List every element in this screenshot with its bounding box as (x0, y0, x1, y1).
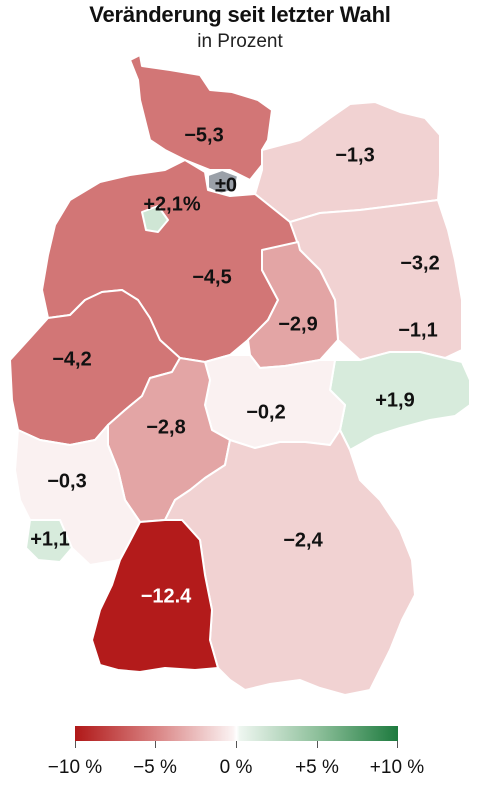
map-title: Veränderung seit letzter Wahl (89, 2, 391, 27)
legend-tick (155, 741, 156, 748)
label-mecklenburg-vorpommern: −1,3 (335, 144, 374, 166)
label-niedersachsen: −4,5 (192, 266, 231, 288)
label-sachsen: +1,9 (375, 389, 414, 411)
state-baden-wuerttemberg[interactable] (91, 519, 219, 673)
legend-tick (236, 741, 237, 748)
label-thueringen: −0,2 (246, 401, 285, 423)
legend-label-zero: 0 % (219, 757, 253, 778)
label-schleswig-holstein: −5,3 (184, 124, 223, 146)
legend-color-scale (75, 726, 398, 741)
legend-tick (75, 741, 76, 748)
map-subtitle: in Prozent (197, 31, 283, 52)
label-hamburg: ±0 (215, 174, 237, 196)
state-schleswig-holstein[interactable] (129, 54, 273, 181)
label-sachsen-anhalt: −2,9 (278, 313, 317, 335)
label-bremen: +2,1% (143, 193, 200, 215)
legend-tick (317, 741, 318, 748)
legend-label-plus-10: +10 % (369, 757, 425, 778)
label-saarland: +1,1 (30, 528, 69, 550)
label-hessen: −2,8 (146, 416, 185, 438)
label-berlin: −3,2 (400, 252, 439, 274)
legend-tick (397, 741, 398, 748)
label-rheinland-pfalz: −0,3 (47, 470, 86, 492)
legend-label-minus-5: −5 % (133, 757, 177, 778)
label-baden-wuerttemberg: −12.4 (141, 585, 192, 607)
state-saarland[interactable] (25, 519, 73, 563)
label-bayern: −2,4 (283, 529, 323, 551)
state-bremen[interactable] (141, 205, 169, 233)
legend-label-minus-10: −10 % (47, 757, 103, 778)
label-nordrhein-westfalen: −4,2 (52, 348, 91, 370)
label-brandenburg: −1,1 (398, 319, 437, 341)
legend-label-plus-5: +5 % (295, 757, 339, 778)
